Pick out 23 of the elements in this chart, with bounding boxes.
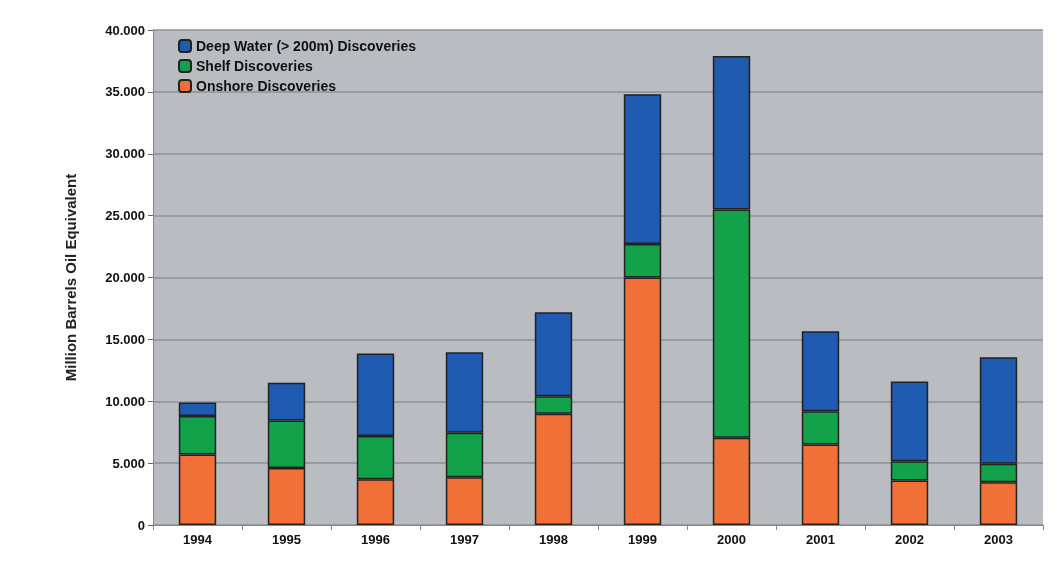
y-tick-label: 15.000 <box>105 331 145 347</box>
x-tick-label: 1998 <box>539 532 568 547</box>
x-tick-label: 2000 <box>717 532 746 547</box>
x-tick-label: 2001 <box>806 532 835 547</box>
y-tick-label: 35.000 <box>105 84 145 100</box>
legend-label: Onshore Discoveries <box>196 78 337 94</box>
x-tick-label: 1994 <box>183 532 213 547</box>
y-tick-label: 5.000 <box>112 455 145 471</box>
legend-label: Deep Water (> 200m) Discoveries <box>196 38 417 54</box>
x-tick-label: 1995 <box>272 532 301 547</box>
x-tick-label: 1997 <box>450 532 479 547</box>
y-axis-title: Million Barrels Oil Equivalent <box>62 173 79 382</box>
x-tick-label: 2003 <box>984 532 1013 547</box>
y-tick-label: 30.000 <box>105 146 145 162</box>
y-tick-label: 25.000 <box>105 208 145 224</box>
y-tick-label: 0 <box>137 517 145 533</box>
x-tick-label: 2002 <box>895 532 924 547</box>
x-tick-label: 1996 <box>361 532 390 547</box>
x-tick-label: 1999 <box>628 532 657 547</box>
y-tick-label: 40.000 <box>105 22 145 38</box>
y-tick-label: 20.000 <box>105 270 145 285</box>
legend-label: Shelf Discoveries <box>196 58 313 74</box>
y-tick-label: 10.000 <box>105 393 145 409</box>
